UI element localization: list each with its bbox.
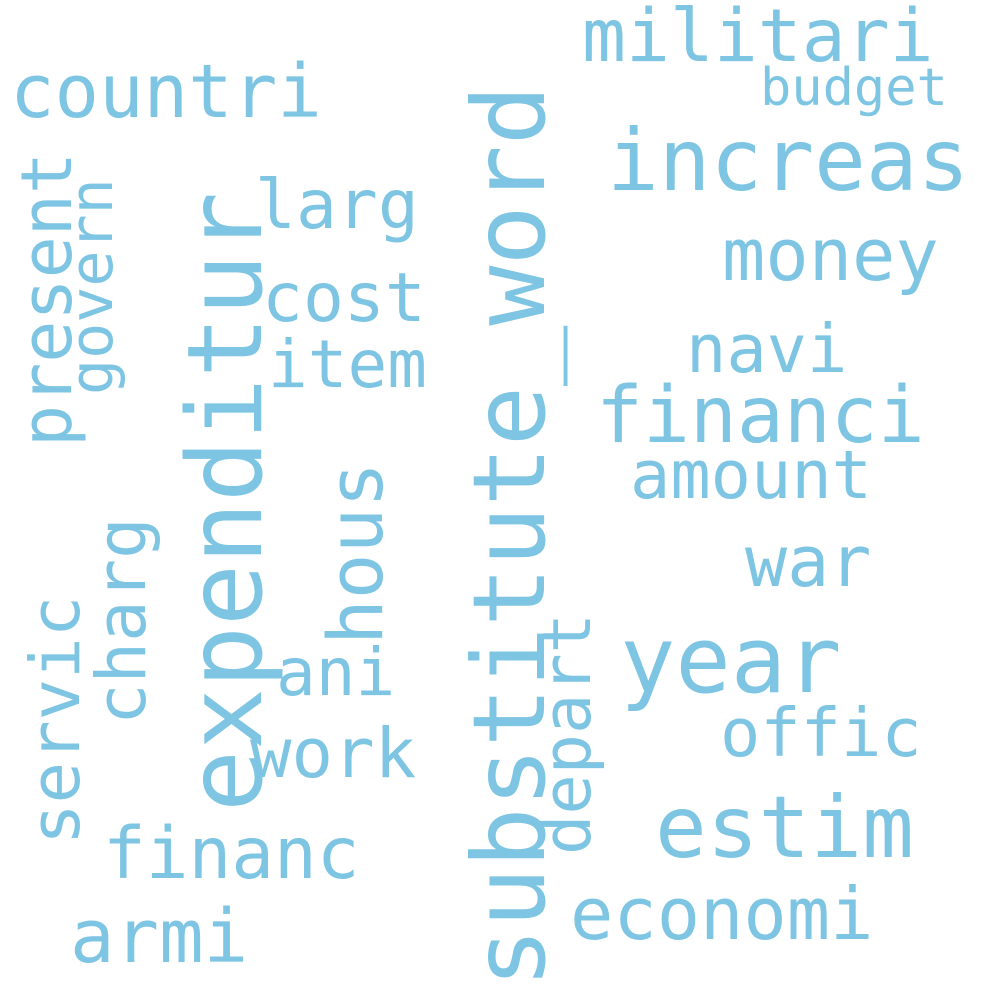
word-depart: depart: [528, 612, 606, 855]
word-increas: increas: [607, 111, 970, 211]
word-cost: cost: [262, 259, 426, 338]
word-estim: estim: [655, 778, 914, 878]
word-money: money: [722, 213, 939, 297]
word-war: war: [745, 521, 872, 603]
word-work: work: [250, 714, 417, 794]
word-amount: amount: [630, 436, 873, 514]
word-charg: charg: [82, 517, 162, 725]
word-financi: financi: [596, 371, 925, 461]
word-economi: economi: [570, 872, 874, 956]
word-financ: financ: [103, 812, 360, 895]
word-govern: govern: [57, 178, 127, 395]
word-militari: militari: [582, 0, 934, 79]
word-year: year: [620, 607, 842, 714]
word-hous: hous: [311, 461, 400, 645]
word-item: item: [268, 326, 427, 403]
word-budget: budget: [760, 58, 948, 118]
word-ani: ani: [276, 634, 396, 711]
word-countri: countri: [10, 49, 322, 135]
word-offic: offic: [720, 694, 922, 772]
word-armi: armi: [70, 894, 249, 980]
word-servic: servic: [16, 595, 96, 845]
word-larg: larg: [255, 166, 419, 245]
word-navi: navi: [686, 310, 848, 388]
